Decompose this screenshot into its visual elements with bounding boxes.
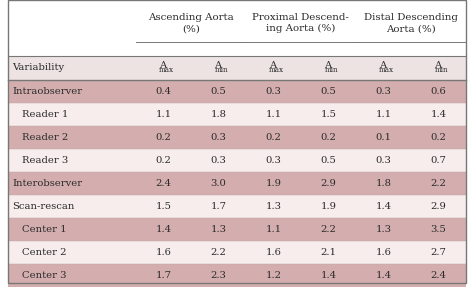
Text: 1.4: 1.4 [320,271,337,280]
Bar [8,4,466,56]
Text: 1.1: 1.1 [265,225,282,234]
Text: Variability: Variability [12,63,64,72]
Text: 2.7: 2.7 [430,248,447,257]
Text: 0.3: 0.3 [265,87,281,96]
Text: A: A [434,61,441,70]
Bar [8,172,466,195]
Text: 1.9: 1.9 [265,179,282,188]
Text: 0.7: 0.7 [430,156,447,165]
Text: 0.3: 0.3 [210,156,226,165]
Text: 2.4: 2.4 [155,179,171,188]
Text: Scan-rescan: Scan-rescan [12,202,74,211]
Text: Distal Descending
Aorta (%): Distal Descending Aorta (%) [364,13,458,33]
Text: Interobserver: Interobserver [12,179,82,188]
Text: A: A [159,61,166,70]
Text: 0.3: 0.3 [375,156,392,165]
Bar [8,195,466,218]
Text: 1.4: 1.4 [155,225,171,234]
Text: 1.4: 1.4 [375,202,392,211]
Text: 0.5: 0.5 [320,156,337,165]
Text: 1.8: 1.8 [210,110,226,119]
Text: 1.4: 1.4 [430,110,447,119]
Bar [8,218,466,241]
Text: min: min [325,65,338,74]
Text: 0.4: 0.4 [155,87,171,96]
Text: max: max [269,65,284,74]
Text: 2.1: 2.1 [320,248,337,257]
Text: 0.2: 0.2 [155,156,171,165]
Text: 1.3: 1.3 [265,202,282,211]
Text: 1.9: 1.9 [320,202,337,211]
Text: max: max [159,65,174,74]
Text: 1.6: 1.6 [375,248,392,257]
Text: 3.5: 3.5 [430,225,447,234]
Text: Reader 1: Reader 1 [22,110,68,119]
Bar [8,149,466,172]
Text: 1.1: 1.1 [265,110,282,119]
Text: Center 1: Center 1 [22,225,67,234]
Text: Intraobserver: Intraobserver [12,87,82,96]
Bar [8,264,466,287]
Text: Center 3: Center 3 [22,271,66,280]
Text: min: min [435,65,448,74]
Text: 0.3: 0.3 [375,87,392,96]
Text: 1.4: 1.4 [375,271,392,280]
Text: 0.3: 0.3 [265,156,281,165]
Bar [8,241,466,264]
Text: 1.6: 1.6 [265,248,281,257]
Text: 1.7: 1.7 [155,271,171,280]
Text: 1.5: 1.5 [320,110,337,119]
Text: 3.0: 3.0 [210,179,226,188]
Text: 0.2: 0.2 [320,133,337,142]
Text: 0.2: 0.2 [155,133,171,142]
Text: 0.5: 0.5 [210,87,226,96]
Text: A: A [214,61,221,70]
Text: 2.9: 2.9 [320,179,337,188]
Text: 1.1: 1.1 [155,110,171,119]
Text: max: max [379,65,394,74]
Text: 1.8: 1.8 [375,179,392,188]
Bar [8,56,466,80]
Text: 0.5: 0.5 [320,87,337,96]
Text: min: min [215,65,228,74]
Bar [8,80,466,103]
Text: A: A [379,61,386,70]
Text: 2.2: 2.2 [430,179,447,188]
Bar [8,103,466,126]
Text: 2.3: 2.3 [210,271,226,280]
Text: 0.1: 0.1 [375,133,392,142]
Text: A: A [269,61,276,70]
Text: Reader 3: Reader 3 [22,156,68,165]
Text: 0.3: 0.3 [210,133,226,142]
Text: 2.4: 2.4 [430,271,447,280]
Bar [8,126,466,149]
Text: 2.2: 2.2 [210,248,226,257]
Text: Ascending Aorta
(%): Ascending Aorta (%) [148,13,234,33]
Text: Proximal Descend-
ing Aorta (%): Proximal Descend- ing Aorta (%) [253,13,349,33]
Text: 1.1: 1.1 [375,110,392,119]
Text: 1.5: 1.5 [155,202,171,211]
Text: 1.3: 1.3 [375,225,392,234]
Text: 1.3: 1.3 [210,225,226,234]
Text: 1.7: 1.7 [210,202,226,211]
Text: 2.2: 2.2 [320,225,337,234]
Text: 2.9: 2.9 [430,202,447,211]
Text: Reader 2: Reader 2 [22,133,68,142]
Text: A: A [324,61,331,70]
Text: 1.6: 1.6 [155,248,171,257]
Text: 0.2: 0.2 [430,133,447,142]
Text: Center 2: Center 2 [22,248,66,257]
Text: 1.2: 1.2 [265,271,282,280]
Text: 0.6: 0.6 [430,87,447,96]
Text: 0.2: 0.2 [265,133,281,142]
